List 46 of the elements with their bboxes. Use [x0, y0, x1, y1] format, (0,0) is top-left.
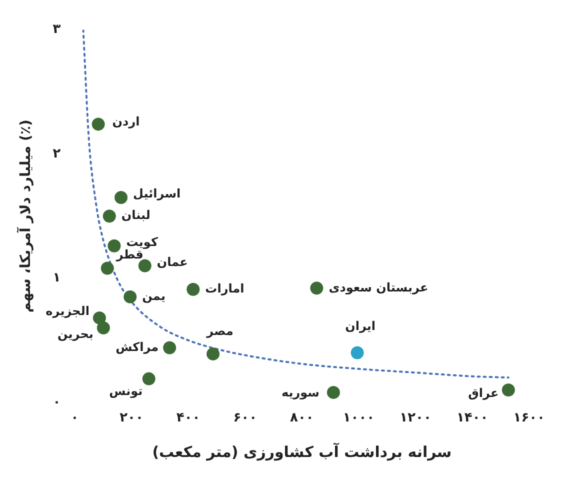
y-tick-label: ۰ — [52, 394, 61, 410]
x-tick-label: ۸۰۰ — [290, 410, 314, 426]
point — [186, 282, 200, 296]
series-label: سوریه — [281, 386, 320, 400]
x-tick-label: ۶۰۰ — [233, 410, 258, 426]
x-tick-label: ۱۰۰۰ — [342, 410, 375, 426]
y-tick-label: ۱ — [52, 270, 61, 286]
point — [114, 190, 128, 204]
x-tick-label: ۲۰۰ — [120, 410, 144, 426]
series-label: اردن — [112, 114, 140, 128]
series-label: الجزیره — [46, 304, 90, 318]
y-tick-label: ۲ — [52, 146, 61, 162]
point — [206, 347, 220, 360]
series-label: عمان — [156, 254, 188, 269]
point — [502, 383, 515, 396]
series-label: تونس — [109, 384, 143, 398]
series-label: بحرین — [57, 327, 94, 342]
x-axis-title: سرانه برداشت آب کشاورزی (متر مکعب) — [152, 442, 452, 461]
point — [92, 311, 106, 324]
series-label: مصر — [206, 324, 234, 338]
point — [102, 210, 116, 223]
series-label: اسرائیل — [133, 186, 181, 201]
point — [100, 262, 114, 275]
y-axis-title: میلیارد دلار آمریکا، سهم (٪) — [16, 120, 34, 313]
y-tick-label: ۳ — [52, 22, 61, 38]
x-tick-label: ۱۶۰۰ — [513, 410, 546, 426]
series-label: عربستان سعودی — [328, 280, 428, 294]
x-tick-label: ۱۴۰۰ — [456, 410, 488, 426]
x-tick-label: ۰ — [70, 410, 79, 426]
x-tick-label: ۱۲۰۰ — [400, 410, 432, 426]
series-label: عراق — [468, 386, 499, 400]
point — [96, 321, 110, 334]
series-label: لبنان — [121, 208, 150, 222]
point — [163, 341, 176, 354]
point — [142, 372, 156, 386]
series-label: کویت — [126, 235, 158, 250]
series-label: امارات — [205, 282, 244, 296]
series-label: ایران — [345, 318, 376, 333]
point — [326, 386, 340, 399]
point — [350, 346, 364, 360]
series-label: یمن — [142, 288, 166, 303]
x-tick-label: ۴۰۰ — [176, 410, 200, 426]
point — [310, 282, 324, 295]
point — [92, 118, 105, 131]
series-label: مراکش — [116, 340, 159, 354]
point — [124, 290, 137, 304]
